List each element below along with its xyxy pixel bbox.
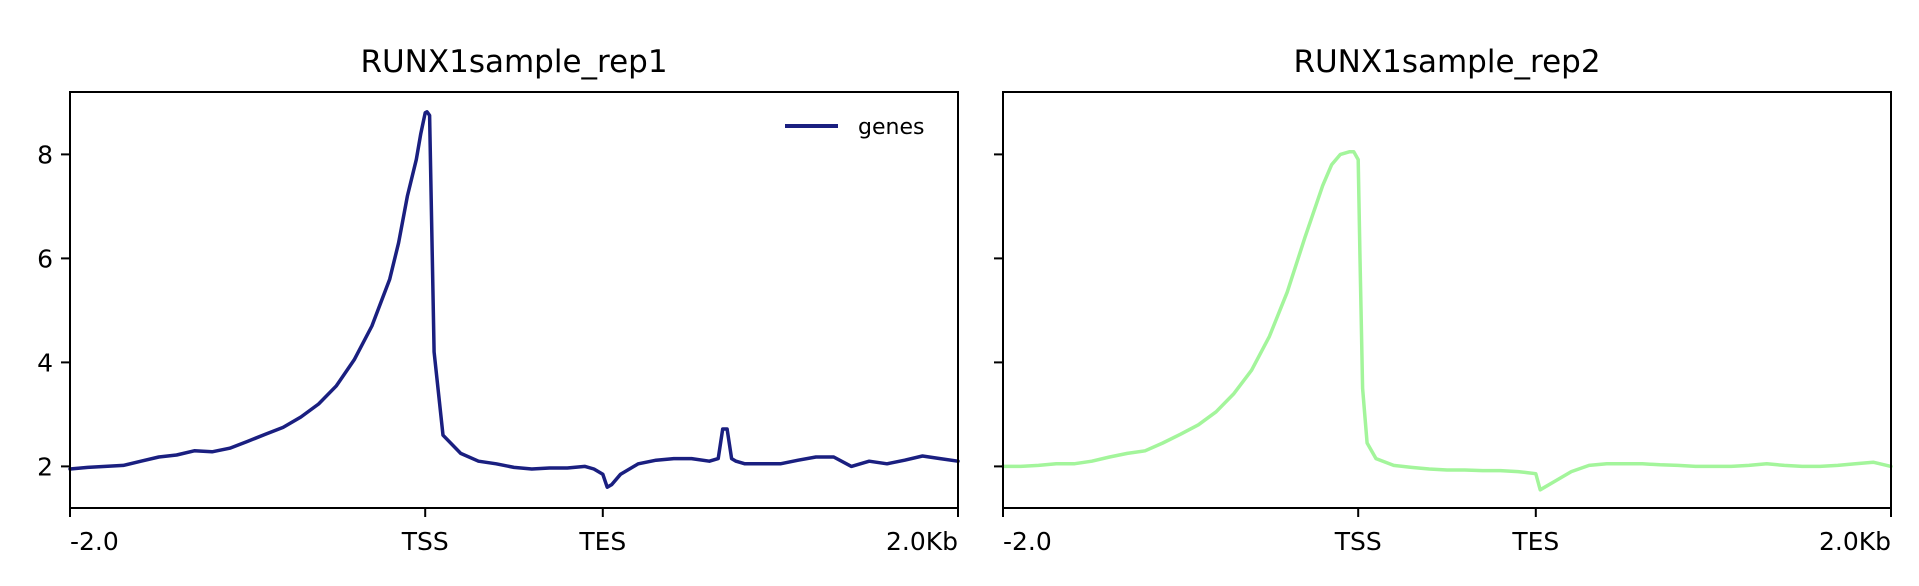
panel-title: RUNX1sample_rep2 xyxy=(1293,44,1600,80)
legend-label: genes xyxy=(858,115,924,140)
x-tick-label: 2.0Kb xyxy=(1819,527,1891,556)
panel-1: RUNX1sample_rep1 2 4 6 8 -2.0 TSS TES 2.0Kb genes xyxy=(37,44,960,556)
plot-frame xyxy=(1002,91,1892,509)
y-tick-label: 2 xyxy=(37,452,53,481)
plot-frame xyxy=(69,91,959,509)
y-tick-label: 4 xyxy=(37,348,53,377)
x-tick-label: TSS xyxy=(401,527,449,556)
x-tick-label: TES xyxy=(578,527,626,556)
y-tick-label: 6 xyxy=(37,244,53,273)
x-tick-label: -2.0 xyxy=(70,527,119,556)
y-tick-label: 8 xyxy=(37,140,53,169)
series-line-series-1 xyxy=(1001,150,1893,492)
legend: genes xyxy=(785,115,924,140)
x-tick-label: TES xyxy=(1511,527,1559,556)
panel-2: RUNX1sample_rep2 -2.0 TSS TES 2.0Kb xyxy=(994,44,1893,556)
x-tick-label: TSS xyxy=(1334,527,1382,556)
panel-title: RUNX1sample_rep1 xyxy=(360,44,667,80)
x-tick-label: 2.0Kb xyxy=(886,527,958,556)
x-tick-label: -2.0 xyxy=(1003,527,1052,556)
series-line-genes xyxy=(68,110,960,489)
